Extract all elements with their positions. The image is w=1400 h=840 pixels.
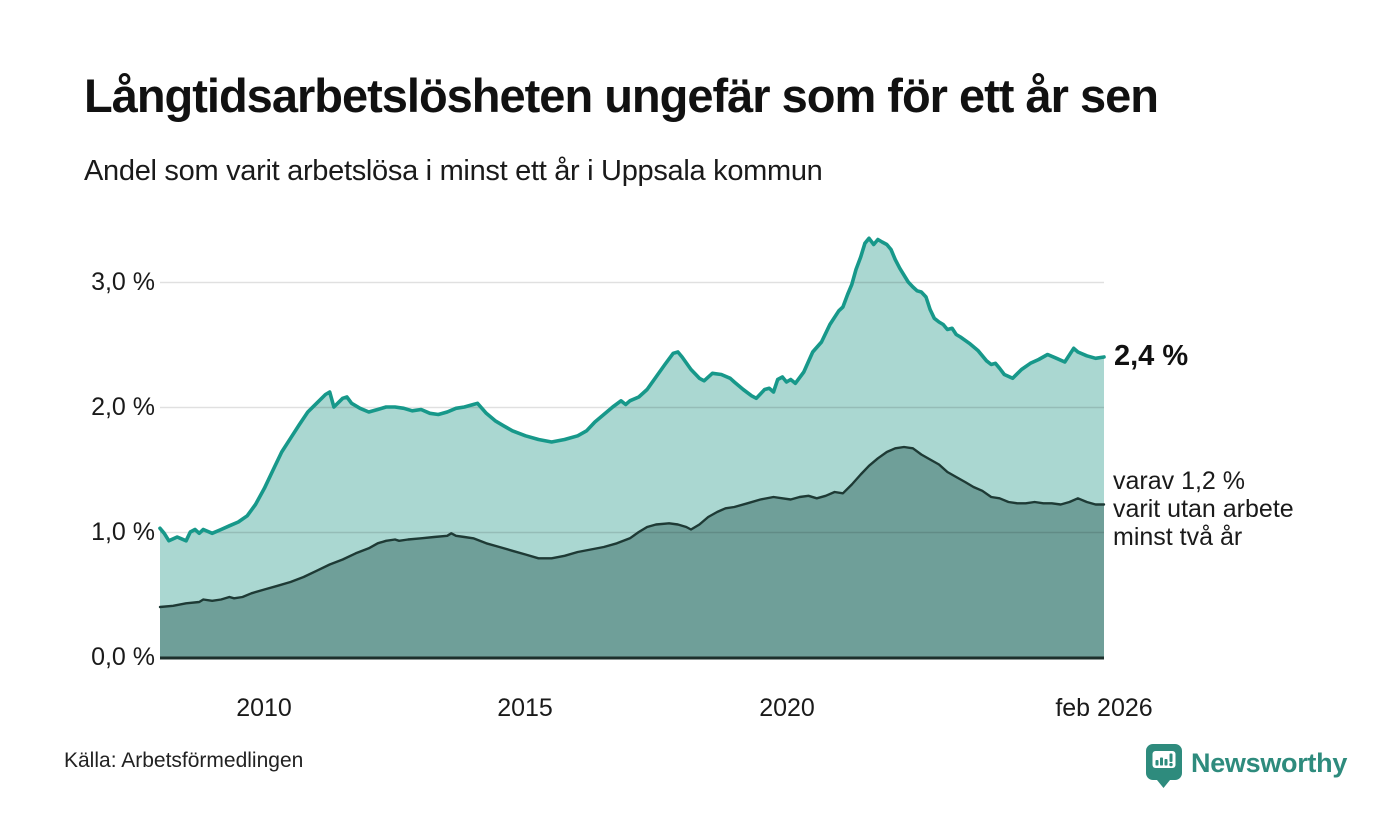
series-line-min-one-year bbox=[158, 236, 1106, 543]
source-attribution: Källa: Arbetsförmedlingen bbox=[64, 749, 304, 772]
bar-chart-speech-bubble-icon bbox=[1146, 744, 1182, 788]
y-axis-tick-label: 1,0 % bbox=[91, 518, 155, 546]
newsworthy-logo: Newsworthy bbox=[1146, 744, 1347, 788]
newsworthy-wordmark: Newsworthy bbox=[1191, 747, 1348, 778]
secondary-value-annotation: varav 1,2 % varit utan arbete minst två … bbox=[1113, 467, 1294, 551]
y-axis-tick-label: 2,0 % bbox=[91, 393, 155, 421]
secondary-annotation-line: minst två år bbox=[1113, 523, 1243, 551]
y-axis-tick-label: 3,0 % bbox=[91, 268, 155, 296]
x-axis-tick-label: 2010 bbox=[236, 694, 292, 722]
secondary-annotation-line: varit utan arbete bbox=[1113, 495, 1294, 523]
x-axis-tick-label: 2020 bbox=[759, 694, 815, 722]
area-fill-min-two-years bbox=[160, 447, 1104, 657]
page-subtitle: Andel som varit arbetslösa i minst ett å… bbox=[84, 155, 823, 187]
latest-value-annotation: 2,4 % bbox=[1114, 340, 1189, 372]
x-axis-tick-label: feb 2026 bbox=[1055, 694, 1153, 722]
y-axis-tick-label: 0,0 % bbox=[91, 643, 155, 671]
page-title: Långtidsarbetslösheten ungefär som för e… bbox=[84, 69, 1159, 122]
secondary-annotation-line: varav 1,2 % bbox=[1113, 467, 1246, 495]
series-line-min-two-years bbox=[158, 445, 1106, 609]
x-axis-tick-label: 2015 bbox=[497, 694, 553, 722]
